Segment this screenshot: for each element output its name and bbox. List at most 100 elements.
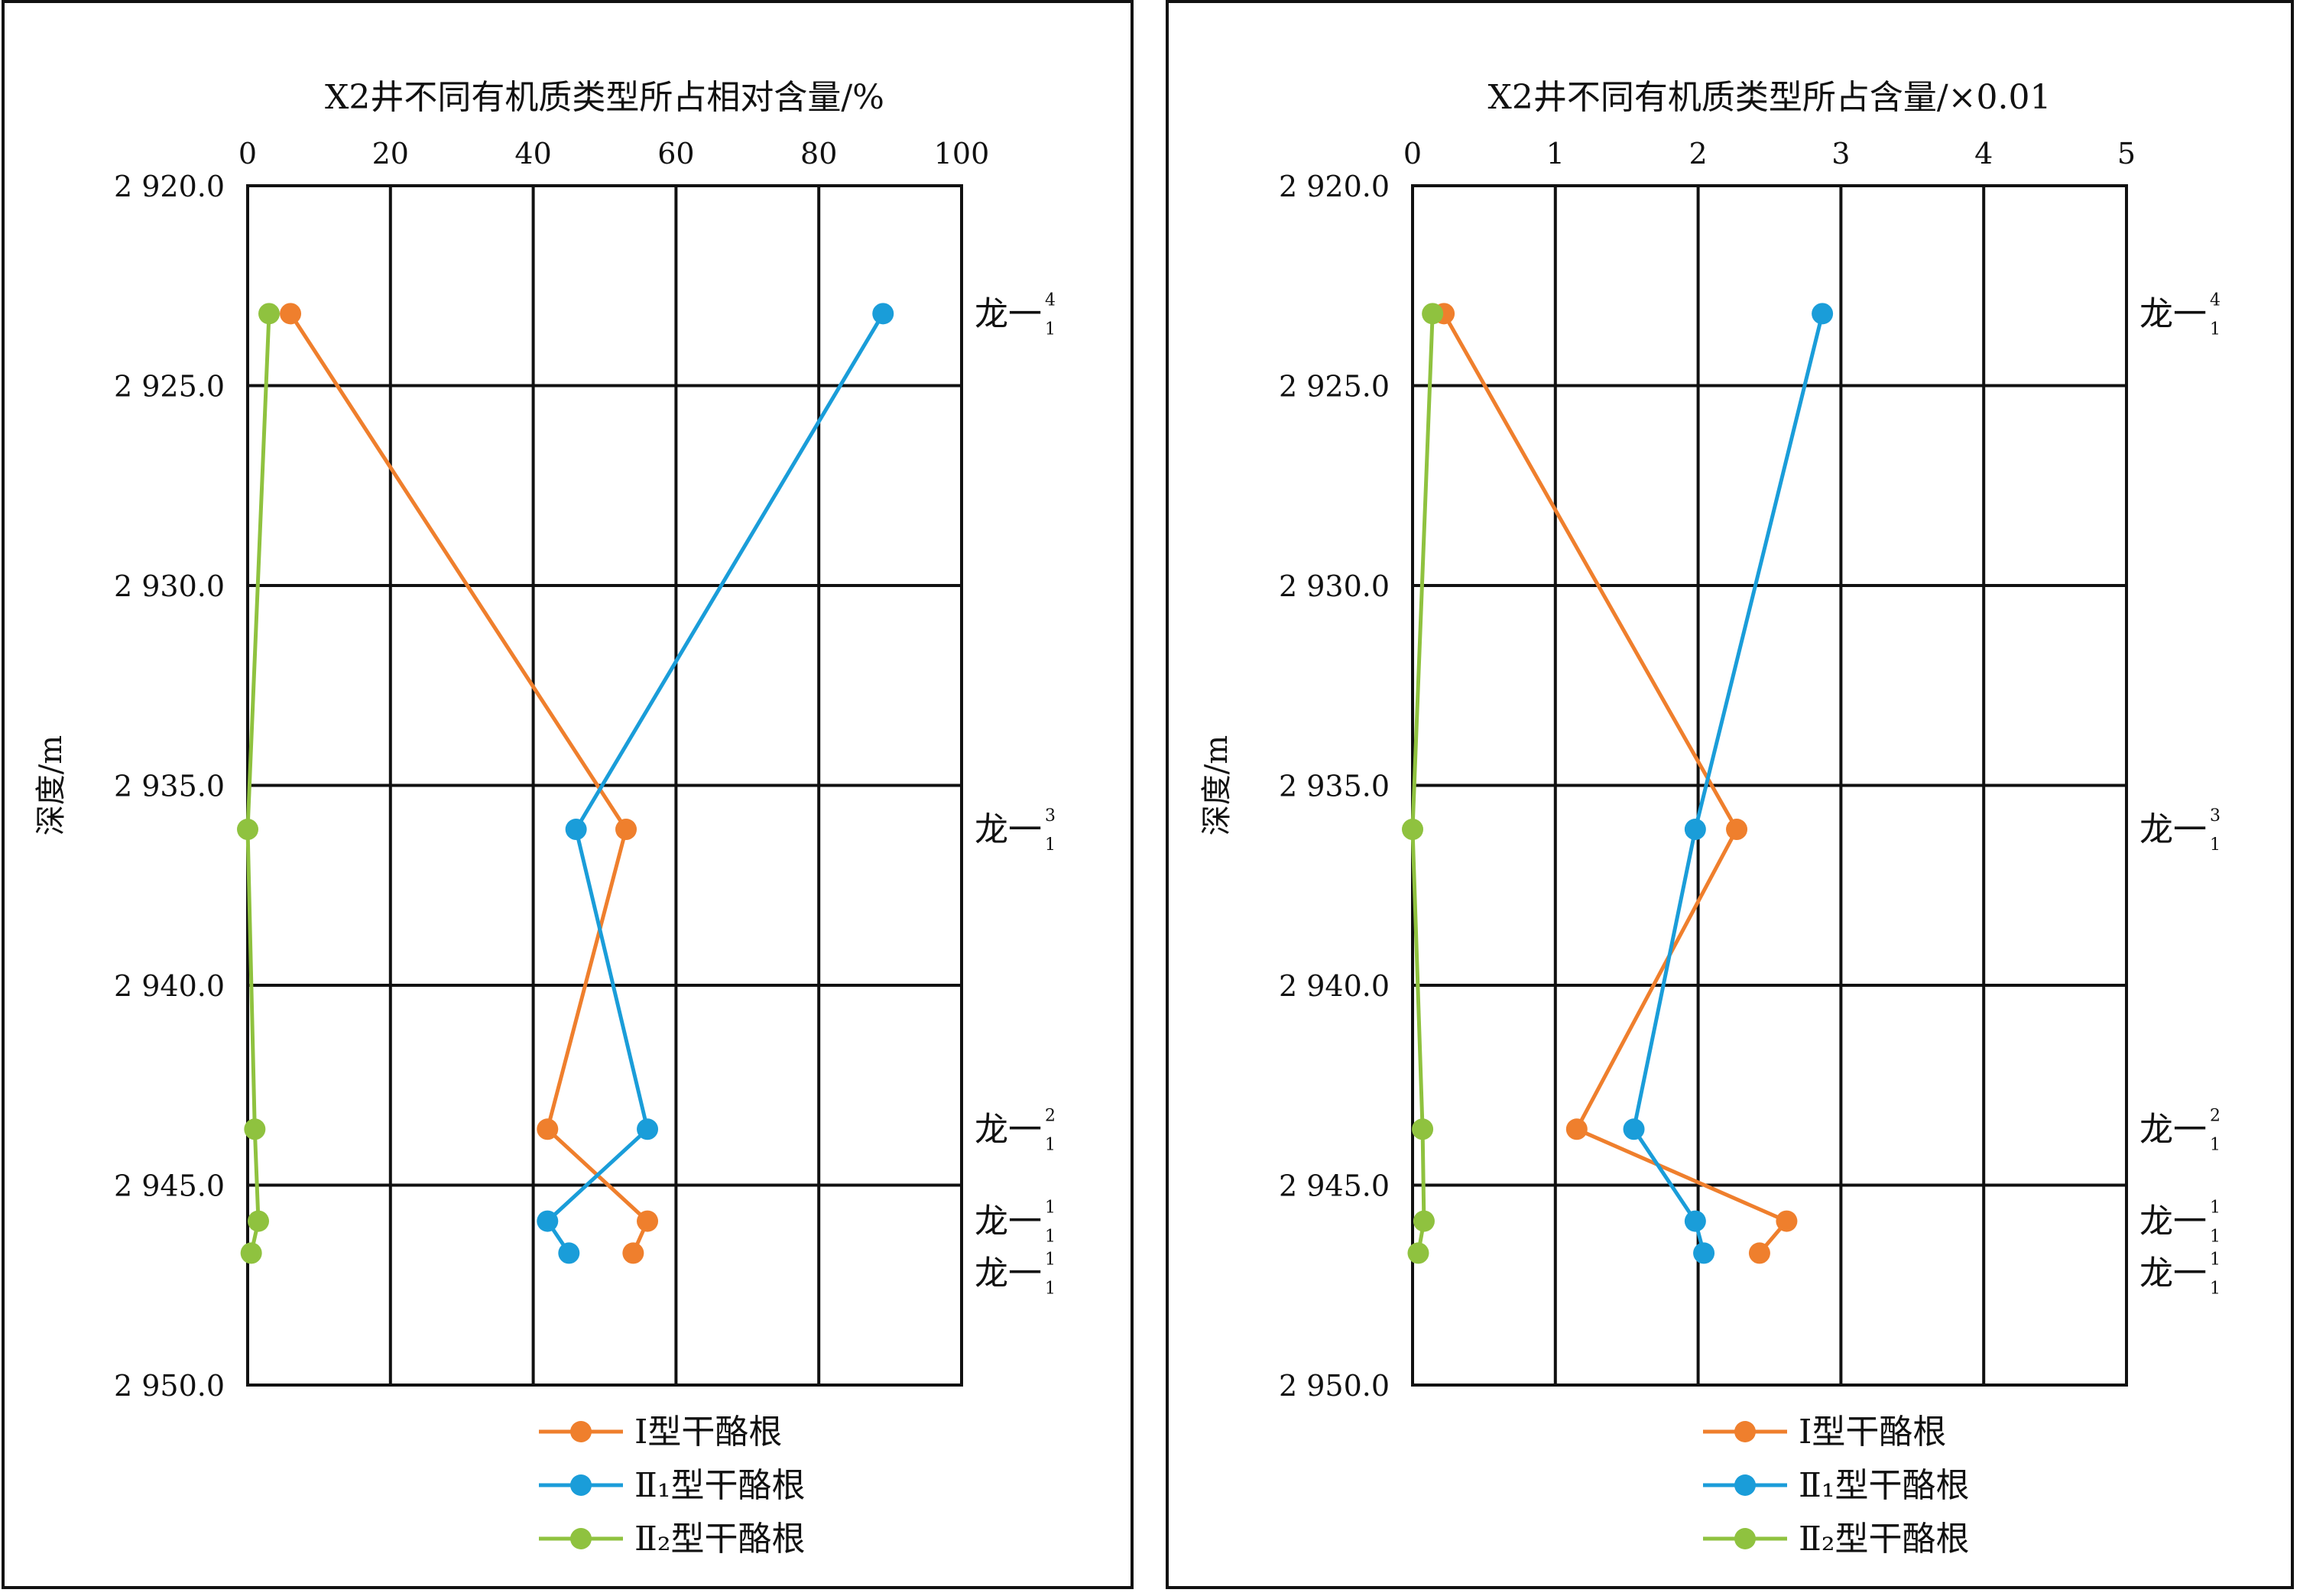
x-tick-label: 5 (2117, 137, 2136, 170)
strata-label-superscript: 4 (1045, 290, 1056, 310)
chart-panel-left: X2井不同有机质类型所占相对含量/% 0 20 40 60 80 100 2 920.0 2 9… (2, 0, 1134, 1589)
y-tick-label: 2 930.0 (1279, 569, 1390, 603)
y-tick-label: 2 935.0 (114, 770, 225, 803)
legend-marker (1734, 1474, 1756, 1496)
y-tick-label: 2 920.0 (1279, 170, 1390, 203)
y-tick-label: 2 950.0 (114, 1369, 225, 1403)
data-point (1726, 819, 1748, 841)
y-axis-label: 深度/m (34, 735, 69, 835)
strata-label-superscript: 1 (1045, 1251, 1056, 1270)
legend-label: Ⅰ型干酪根 (634, 1413, 782, 1452)
x-tick-label: 2 (1689, 137, 1708, 170)
strata-label-superscript: 3 (1045, 806, 1056, 826)
strata-label: 龙一 (975, 1110, 1042, 1149)
strata-label-superscript: 1 (2210, 1251, 2221, 1270)
x-tick-label: 20 (372, 137, 409, 170)
x-tick-label: 3 (1831, 137, 1850, 170)
data-point (258, 303, 281, 325)
data-point (1693, 1242, 1715, 1264)
data-point (1565, 1118, 1588, 1140)
data-point (1776, 1210, 1798, 1232)
data-point (240, 1242, 262, 1264)
y-tick-label: 2 940.0 (1279, 969, 1390, 1003)
legend-marker (1734, 1528, 1756, 1549)
strata-label-subscript: 1 (2210, 1135, 2221, 1154)
series-line-2 (1410, 313, 1435, 1254)
data-point (872, 303, 894, 325)
data-point (280, 303, 302, 325)
data-point (637, 1118, 659, 1140)
data-point (1684, 1210, 1706, 1232)
legend-marker (570, 1421, 592, 1442)
x-tick-label: 100 (934, 137, 990, 170)
data-point (1402, 819, 1423, 841)
y-tick-label: 2 930.0 (114, 569, 225, 603)
strata-label: 龙一 (2139, 810, 2207, 849)
strata-label-subscript: 1 (2210, 320, 2221, 339)
series-line-2 (245, 313, 271, 1254)
series-line-0 (1442, 313, 1789, 1255)
strata-label: 龙一 (2139, 1110, 2207, 1149)
strata-label-superscript: 1 (1045, 1199, 1056, 1218)
legend-label: Ⅱ₂型干酪根 (634, 1520, 806, 1559)
strata-label: 龙一 (975, 1254, 1042, 1293)
legend-label: Ⅰ型干酪根 (1799, 1413, 1946, 1452)
legend-marker (570, 1474, 592, 1496)
data-point (1422, 303, 1444, 325)
legend-label: Ⅱ₂型干酪根 (1799, 1520, 1970, 1559)
strata-label-superscript: 2 (2210, 1106, 2221, 1125)
y-tick-label: 2 945.0 (114, 1169, 225, 1203)
y-tick-label: 2 935.0 (1279, 770, 1390, 803)
panel-frame (1166, 0, 2294, 1589)
data-point (537, 1118, 559, 1140)
strata-label-superscript: 2 (1045, 1106, 1056, 1125)
y-tick-label: 2 925.0 (114, 370, 225, 404)
data-point (565, 819, 587, 841)
data-point (1748, 1242, 1770, 1264)
strata-label-subscript: 1 (1045, 1135, 1056, 1154)
legend-label: Ⅱ₁型干酪根 (634, 1466, 806, 1505)
data-point (622, 1242, 644, 1264)
strata-label-subscript: 1 (2210, 1280, 2221, 1299)
y-tick-label: 2 920.0 (114, 170, 225, 203)
legend-marker (570, 1528, 592, 1549)
y-tick-label: 2 925.0 (1279, 370, 1390, 404)
strata-label: 龙一 (975, 294, 1042, 333)
x-tick-label: 1 (1546, 137, 1565, 170)
data-point (558, 1242, 580, 1264)
data-point (537, 1210, 559, 1232)
data-point (1812, 303, 1834, 325)
data-point (244, 1118, 266, 1140)
strata-label-superscript: 4 (2210, 290, 2221, 310)
x-tick-label: 40 (514, 137, 551, 170)
strata-label: 龙一 (975, 1202, 1042, 1241)
x-tick-label: 4 (1974, 137, 1993, 170)
strata-label-subscript: 1 (1045, 1280, 1056, 1299)
strata-label: 龙一 (975, 810, 1042, 849)
data-point (1684, 819, 1706, 841)
strata-label-subscript: 1 (1045, 1228, 1056, 1247)
series-line-1 (1632, 313, 1825, 1254)
chart-panel-right: X2井不同有机质类型所占含量/×0.01 0 1 2 3 4 5 2 920.0 2 925.0… (1166, 0, 2294, 1589)
strata-label-superscript: 3 (2210, 806, 2221, 826)
y-tick-label: 2 945.0 (1279, 1169, 1390, 1203)
data-point (237, 819, 258, 841)
data-point (1412, 1118, 1434, 1140)
y-tick-label: 2 940.0 (114, 969, 225, 1003)
chart-title: X2井不同有机质类型所占含量/×0.01 (1488, 78, 2052, 117)
strata-label-subscript: 1 (2210, 1228, 2221, 1247)
y-axis-label: 深度/m (1199, 735, 1234, 835)
strata-label: 龙一 (2139, 1202, 2207, 1241)
x-tick-label: 0 (238, 137, 257, 170)
panel-frame (2, 0, 1134, 1589)
data-point (248, 1210, 270, 1232)
strata-label-subscript: 1 (1045, 320, 1056, 339)
data-point (615, 819, 637, 841)
legend-label: Ⅱ₁型干酪根 (1799, 1466, 1970, 1505)
series-line-0 (288, 313, 650, 1254)
x-tick-label: 80 (800, 137, 837, 170)
strata-label-subscript: 1 (2210, 835, 2221, 855)
legend-marker (1734, 1421, 1756, 1442)
